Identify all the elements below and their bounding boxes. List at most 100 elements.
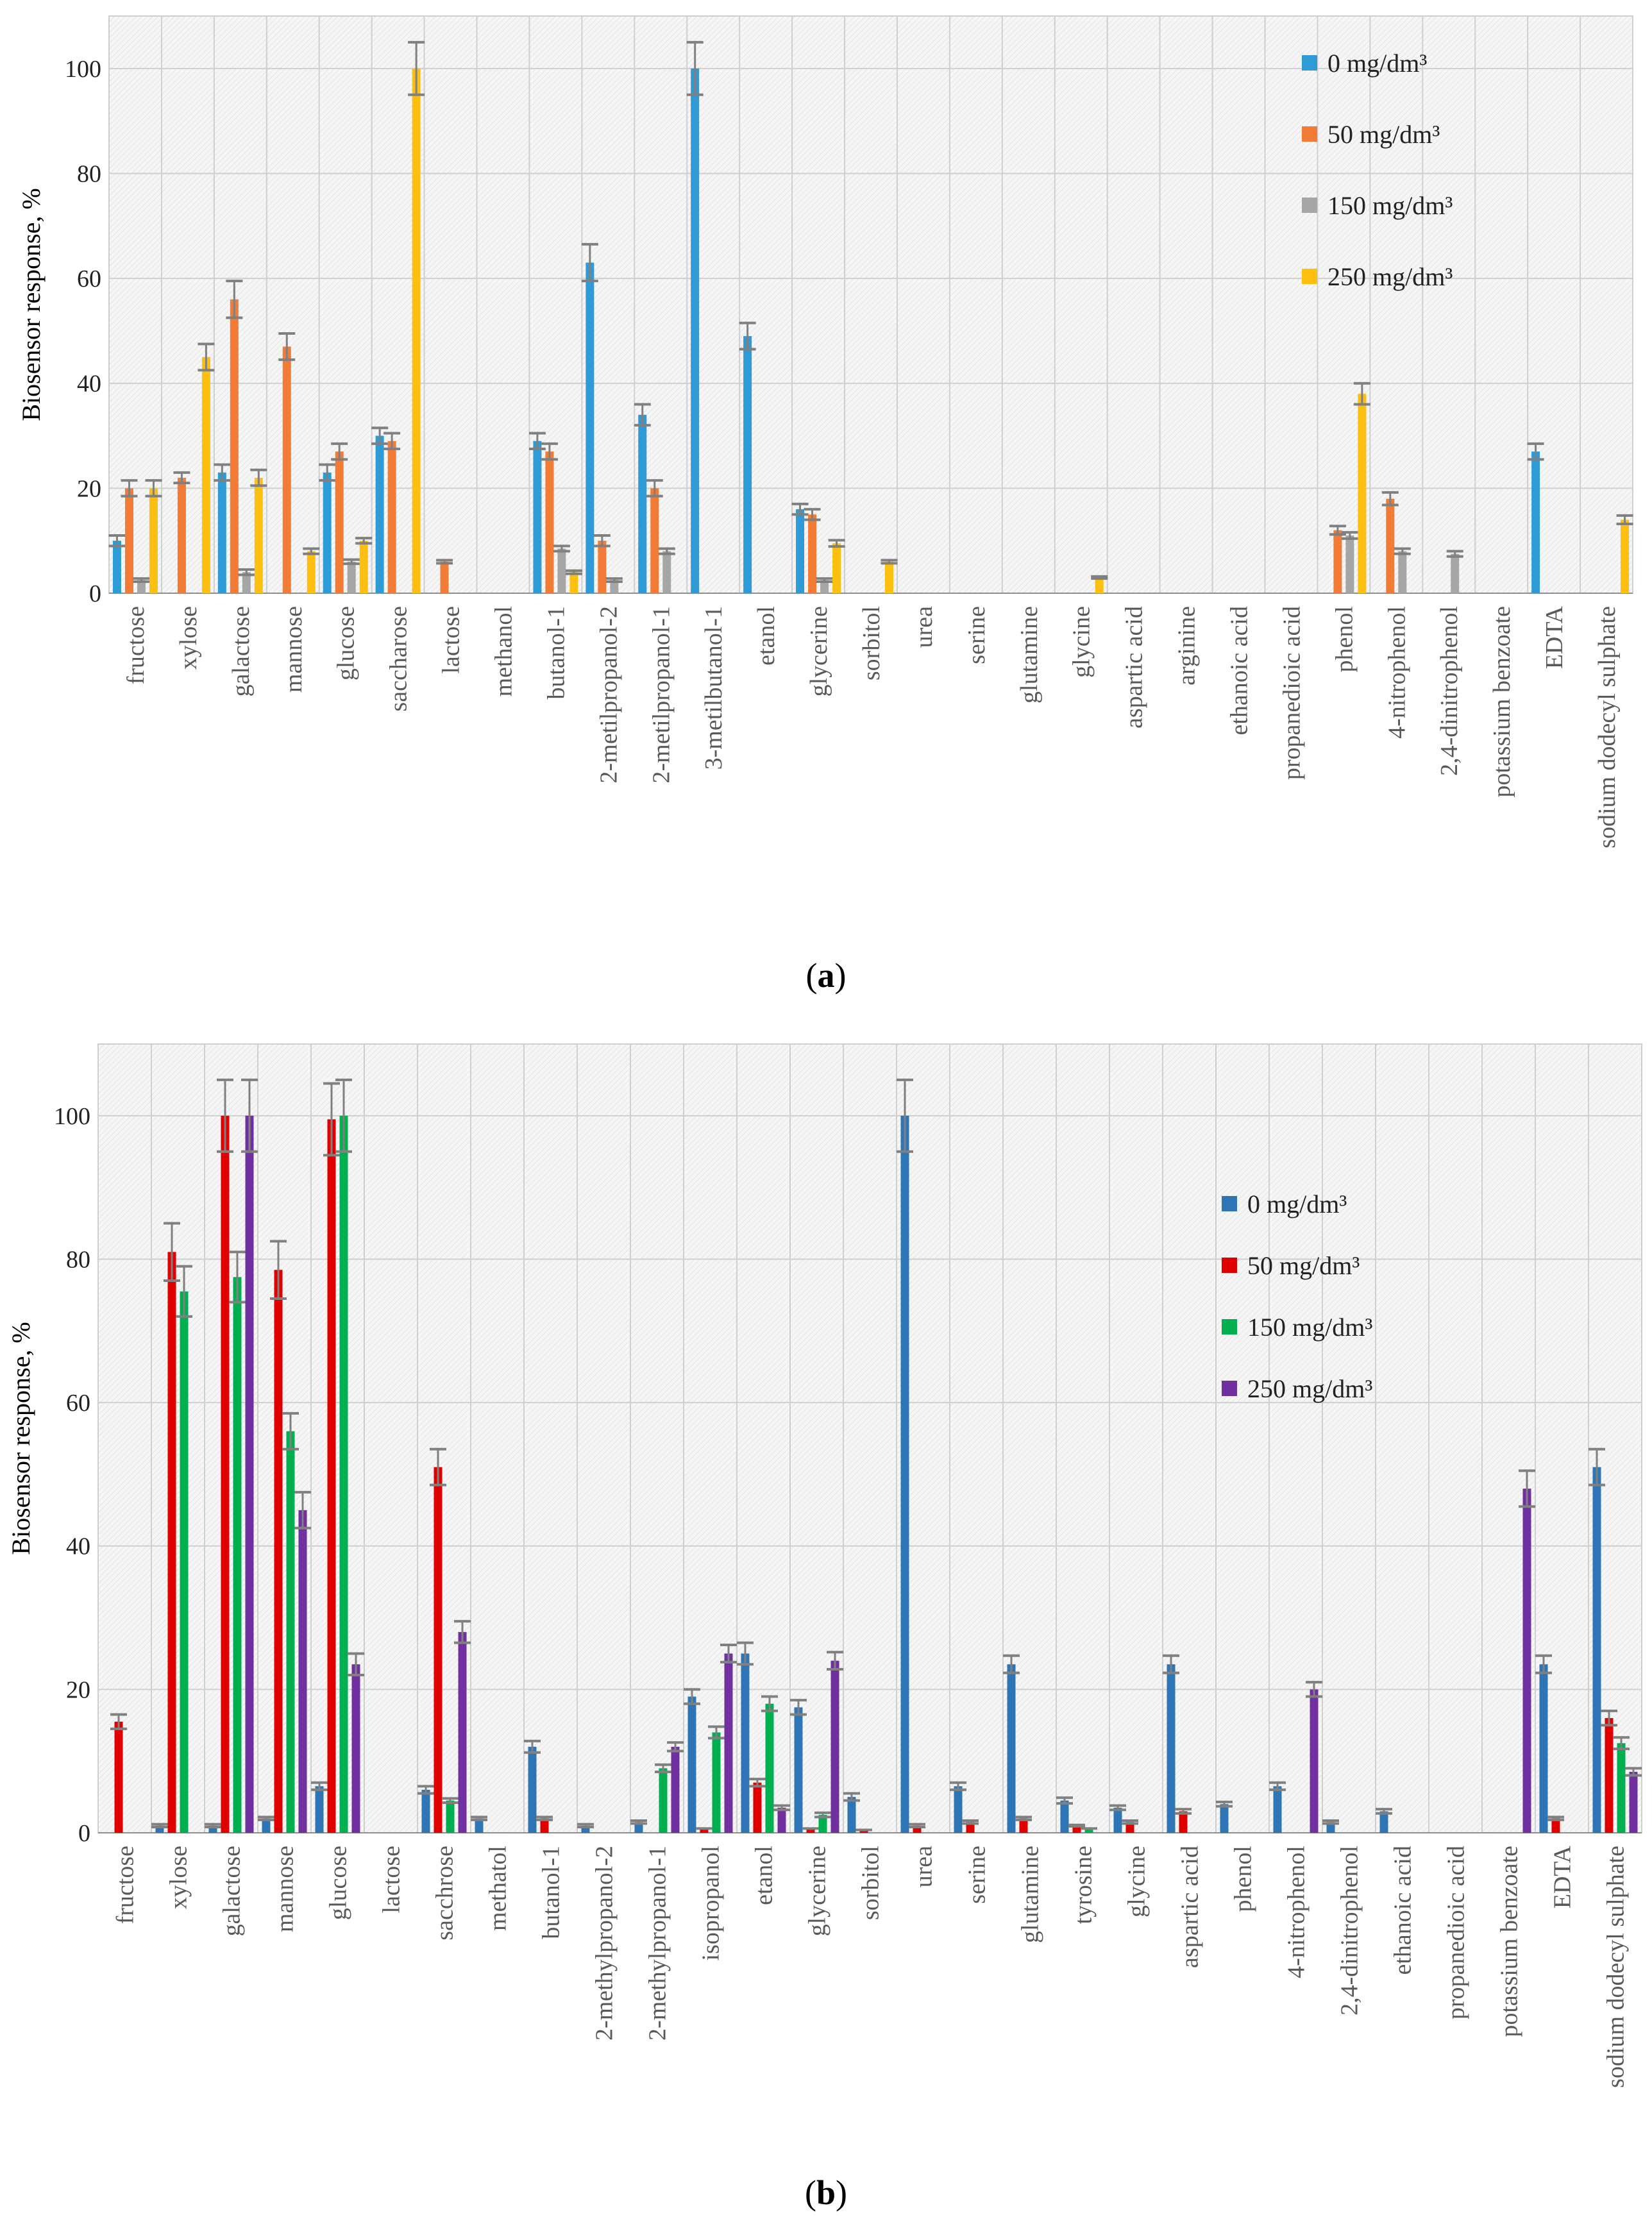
plot-area — [108, 15, 1633, 594]
legend-label: 150 mg/dm³ — [1247, 1313, 1372, 1342]
bar — [808, 514, 817, 593]
bar — [440, 561, 449, 593]
category-label: 4-nitrophenol — [1383, 606, 1410, 739]
subfigure-label-a: (a) — [794, 956, 858, 995]
bar — [315, 1786, 324, 1833]
y-tick-label: 40 — [77, 371, 101, 398]
category-label: sorbitol — [857, 1846, 884, 1920]
bar — [610, 580, 619, 593]
category-label: 2,4-dinitrophenol — [1436, 606, 1463, 776]
y-axis-title: Biosensor response, % — [6, 1322, 35, 1554]
bar — [1345, 535, 1354, 593]
bar — [687, 1696, 696, 1833]
bar — [1379, 1811, 1388, 1833]
category-label: aspartic acid — [1177, 1846, 1204, 1968]
legend-swatch — [1302, 126, 1317, 142]
bar — [298, 1510, 307, 1833]
y-tick-label: 100 — [54, 1103, 90, 1130]
category-label: ethanoic acid — [1390, 1846, 1417, 1975]
bar — [1592, 1467, 1601, 1833]
bar — [286, 1431, 295, 1833]
bar — [242, 572, 251, 593]
bar — [475, 1818, 484, 1833]
category-label: lactose — [378, 1846, 405, 1914]
bar — [221, 1115, 230, 1833]
bar — [359, 541, 368, 593]
bar — [638, 414, 647, 593]
category-label: fructose — [112, 1846, 139, 1924]
category-label: serine — [963, 606, 990, 664]
category-label: etanol — [751, 1846, 778, 1905]
category-label: glycerine — [805, 606, 832, 696]
bar — [1167, 1664, 1176, 1833]
y-axis-title: Biosensor response, % — [17, 188, 46, 421]
chart-panel-b: 0 20 40 60 80 100 Biosensor response, % fructos… — [6, 1043, 1642, 2088]
bar — [1333, 530, 1342, 593]
label-open-paren: ( — [805, 956, 818, 995]
bar — [847, 1797, 856, 1833]
bar — [180, 1291, 189, 1833]
bar — [586, 262, 594, 594]
category-label: glutamine — [1016, 606, 1043, 703]
category-label: galactose — [228, 606, 255, 696]
legend-label: 50 mg/dm³ — [1247, 1251, 1360, 1280]
bar — [434, 1467, 442, 1833]
category-label: potassium benzoate — [1488, 606, 1515, 798]
bar — [167, 1252, 176, 1833]
category-label: 2-methylpropanol-2 — [591, 1846, 618, 2041]
category-label: butanol-1 — [543, 606, 569, 700]
category-label: 2-metilpropanol-2 — [595, 606, 622, 783]
category-label: EDTA — [1541, 605, 1568, 669]
legend-label: 50 mg/dm³ — [1328, 120, 1440, 149]
bar — [777, 1807, 786, 1833]
bar — [1095, 577, 1104, 593]
bar — [1220, 1804, 1229, 1833]
bar — [1019, 1818, 1028, 1833]
bar — [545, 451, 554, 593]
category-label: glycerine — [804, 1846, 831, 1936]
bar — [794, 1707, 803, 1833]
category-label: 2-methylpropanol-1 — [645, 1846, 671, 2041]
chart-panel-a: 0 20 40 60 80 100 Biosensor response, % fructos… — [17, 15, 1633, 848]
bar — [885, 561, 893, 593]
bar — [177, 478, 186, 593]
label-letter: b — [816, 2173, 836, 2212]
bar — [1605, 1718, 1614, 1833]
category-label: 2,4-dinitrophenol — [1336, 1846, 1363, 2016]
category-label: sorbitol — [858, 606, 885, 680]
bar — [1522, 1488, 1531, 1833]
bar — [832, 543, 841, 593]
category-label: mannose — [280, 606, 307, 693]
legend-swatch — [1222, 1258, 1237, 1273]
category-label: propanedioic acid — [1278, 606, 1305, 780]
bar — [533, 441, 542, 593]
bar — [650, 488, 659, 593]
bar — [347, 561, 356, 593]
label-close-paren: ) — [834, 956, 847, 995]
category-label: glucose — [325, 1846, 352, 1920]
bar — [201, 357, 210, 593]
label-close-paren: ) — [836, 2173, 847, 2212]
legend-swatch — [1222, 1196, 1237, 1211]
bar — [1072, 1825, 1081, 1833]
bar — [806, 1829, 815, 1833]
bar — [1451, 553, 1460, 593]
category-label: sacchrose — [432, 1846, 459, 1941]
legend-swatch — [1302, 55, 1317, 71]
bar — [671, 1746, 680, 1833]
bar — [796, 509, 805, 593]
bar — [375, 435, 384, 593]
bar — [137, 580, 146, 593]
category-label: xylose — [175, 606, 202, 670]
y-tick-label: 80 — [77, 160, 101, 187]
bar — [528, 1746, 537, 1833]
y-tick-label: 80 — [66, 1246, 90, 1273]
legend-label: 0 mg/dm³ — [1247, 1190, 1347, 1218]
label-open-paren: ( — [804, 2173, 816, 2212]
bar — [765, 1703, 774, 1833]
category-label: EDTA — [1549, 1845, 1576, 1908]
bar — [208, 1825, 217, 1833]
bar — [1273, 1786, 1282, 1833]
bar — [1386, 498, 1395, 593]
